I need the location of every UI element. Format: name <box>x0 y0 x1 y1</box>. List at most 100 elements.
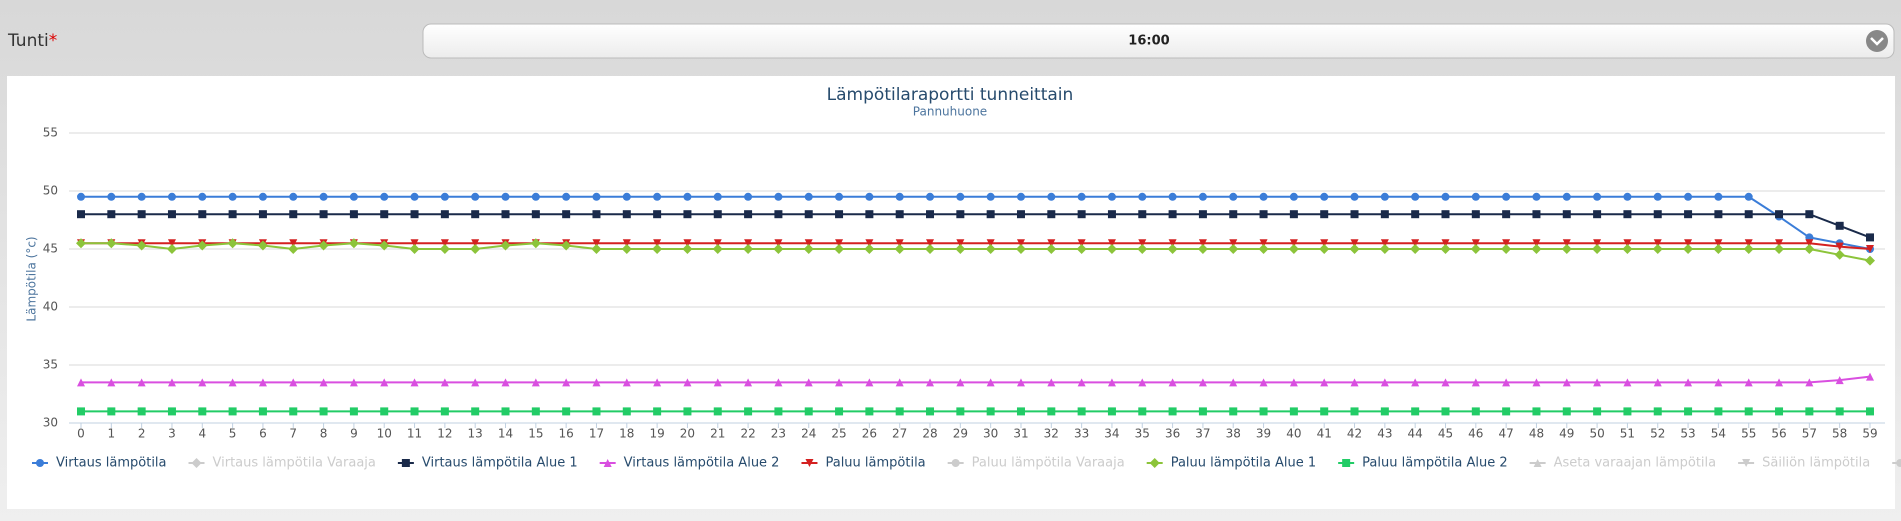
marker <box>986 210 995 219</box>
marker <box>592 407 601 416</box>
y-tick-label: 50 <box>43 184 58 198</box>
marker <box>1259 378 1268 387</box>
marker <box>1320 192 1329 201</box>
legend-item[interactable]: Aseta varaajan lämpötila <box>1554 456 1716 471</box>
x-tick-label: 19 <box>649 427 664 441</box>
marker <box>926 210 935 219</box>
marker <box>257 240 268 251</box>
marker <box>562 407 571 416</box>
marker <box>1015 244 1026 254</box>
marker <box>653 407 662 416</box>
marker <box>865 378 874 387</box>
marker <box>1775 378 1784 387</box>
marker <box>603 459 612 467</box>
marker <box>349 192 358 201</box>
marker <box>137 378 146 387</box>
marker <box>864 244 875 254</box>
marker <box>1411 378 1420 387</box>
marker <box>380 210 389 219</box>
marker <box>1288 244 1299 254</box>
x-tick-label: 49 <box>1559 427 1574 441</box>
marker <box>1320 378 1329 387</box>
marker <box>1714 192 1723 201</box>
marker <box>1532 407 1541 416</box>
marker <box>804 378 813 387</box>
marker <box>1410 244 1421 254</box>
marker <box>227 238 238 249</box>
marker <box>804 210 813 219</box>
marker <box>1167 244 1178 254</box>
x-tick-label: 55 <box>1741 427 1756 441</box>
marker <box>621 244 632 254</box>
marker <box>1229 239 1238 248</box>
marker <box>1077 407 1086 416</box>
marker <box>1342 459 1351 467</box>
marker <box>1380 407 1389 416</box>
marker <box>77 407 85 416</box>
select[interactable] <box>422 23 1895 59</box>
marker <box>258 192 267 201</box>
legend-item[interactable]: Virtaus lämpötila Varaaja <box>213 456 376 471</box>
marker <box>895 210 904 219</box>
marker <box>471 192 480 201</box>
marker <box>1016 239 1025 248</box>
marker <box>926 378 935 387</box>
marker <box>1350 407 1359 416</box>
marker <box>956 407 965 416</box>
marker <box>531 210 540 219</box>
marker <box>471 407 480 416</box>
marker <box>1319 244 1330 254</box>
chart-subtitle: Pannuhuone <box>913 105 987 119</box>
chart-title: Lämpötilaraportti tunneittain <box>827 85 1074 105</box>
marker <box>1562 239 1571 248</box>
x-tick-label: 59 <box>1862 427 1877 441</box>
marker <box>1744 239 1753 248</box>
x-tick-label: 16 <box>559 427 574 441</box>
x-tick-label: 14 <box>498 427 513 441</box>
marker <box>1107 239 1116 248</box>
marker <box>951 459 960 467</box>
legend-item[interactable]: Virtaus lämpötila Alue 2 <box>624 456 780 471</box>
marker <box>653 378 662 387</box>
legend-item[interactable]: Paluu lämpötila Varaaja <box>972 456 1125 471</box>
select-arrow[interactable] <box>1866 30 1888 52</box>
marker <box>36 459 44 467</box>
marker <box>228 407 237 416</box>
marker <box>1653 239 1662 248</box>
marker <box>531 378 540 387</box>
legend-item[interactable]: Virtaus lämpötila Alue 1 <box>422 456 578 471</box>
x-tick-label: 6 <box>259 427 267 441</box>
marker <box>1228 244 1239 254</box>
marker <box>1350 378 1359 387</box>
legend-item[interactable]: Paluu lämpötila Alue 1 <box>1171 456 1316 471</box>
marker <box>926 407 935 416</box>
legend-item[interactable]: Paluu lämpötila <box>825 456 925 471</box>
marker <box>440 407 449 416</box>
marker <box>1047 192 1056 201</box>
x-tick-label: 9 <box>350 427 358 441</box>
x-tick-label: 15 <box>528 427 543 441</box>
marker <box>1532 210 1541 219</box>
marker <box>107 407 116 416</box>
marker <box>1016 378 1025 387</box>
legend-item[interactable]: Paluu lämpötila Alue 2 <box>1362 456 1507 471</box>
legend-item[interactable]: Virtaus lämpötila <box>56 456 167 471</box>
marker <box>804 407 813 416</box>
marker <box>865 210 874 219</box>
marker <box>349 210 358 219</box>
marker <box>1441 378 1450 387</box>
marker <box>77 378 85 387</box>
select-value[interactable]: 16:00 <box>1128 34 1169 49</box>
x-tick-label: 17 <box>589 427 604 441</box>
marker <box>1077 210 1086 219</box>
marker <box>1532 239 1541 248</box>
marker <box>1198 239 1207 248</box>
marker <box>1107 378 1116 387</box>
marker <box>744 378 753 387</box>
x-tick-label: 44 <box>1408 427 1423 441</box>
legend-item[interactable]: Säiliön lämpötila <box>1762 456 1870 471</box>
marker <box>1259 407 1268 416</box>
marker <box>1805 239 1814 248</box>
marker <box>1138 192 1147 201</box>
marker <box>1138 378 1147 387</box>
